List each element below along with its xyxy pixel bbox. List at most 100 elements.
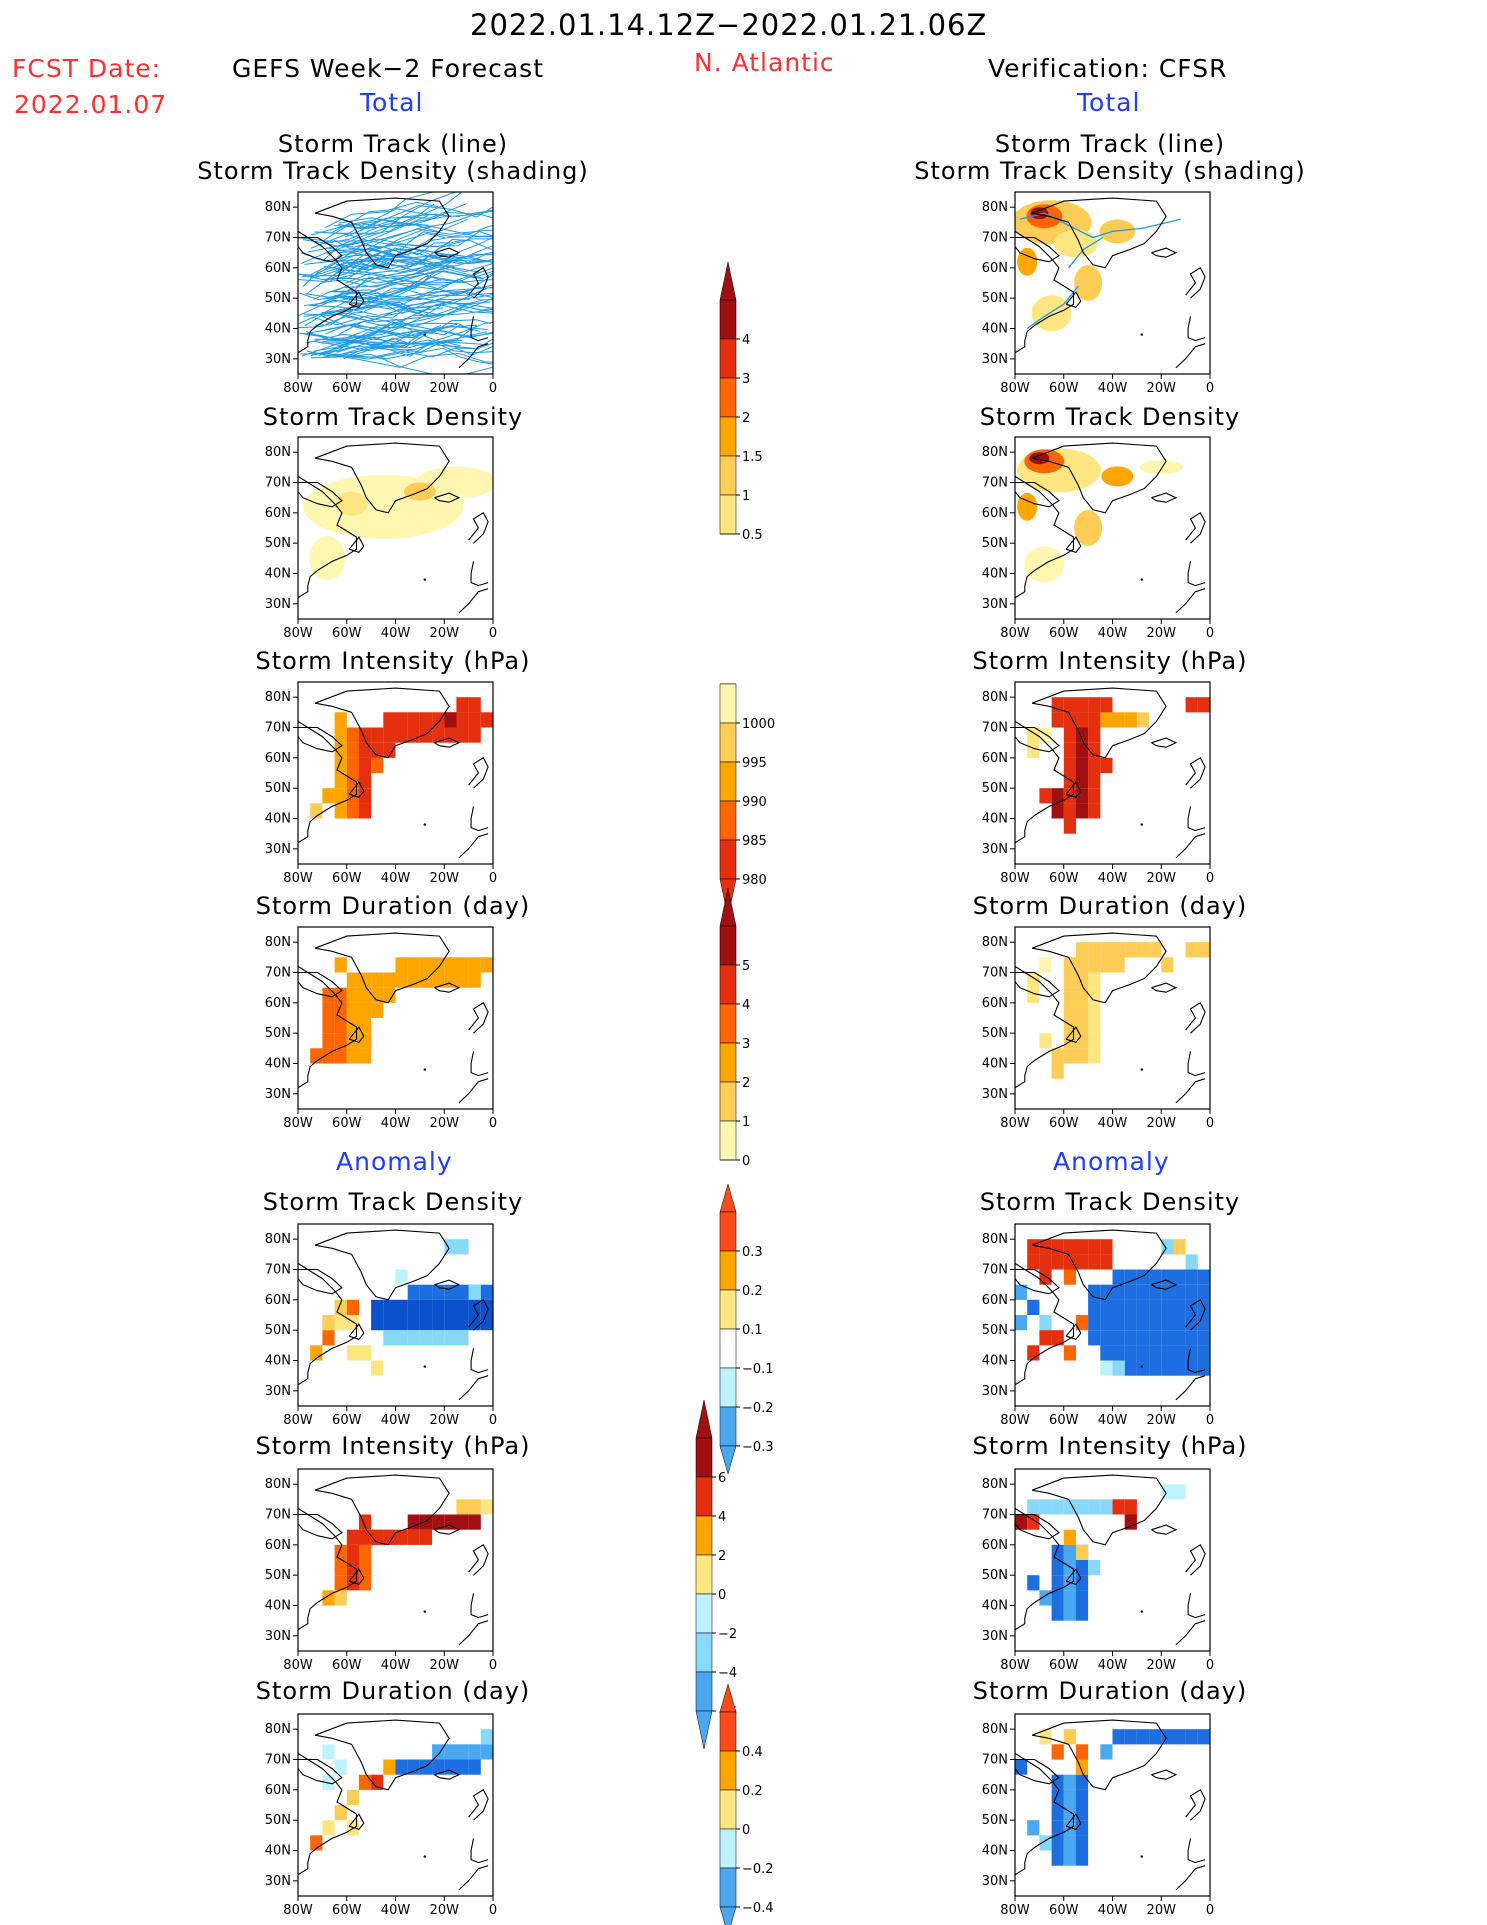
right-anom-intensity-map-content — [1015, 1474, 1206, 1646]
colorbar-band — [719, 416, 737, 457]
region-title: N. Atlantic — [694, 48, 835, 77]
lat-tick-label: 70N — [982, 1753, 1008, 1768]
lon-tick-label: 80W — [283, 626, 313, 641]
grid-cell — [1051, 803, 1064, 819]
grid-cell — [1112, 1315, 1125, 1331]
coastline-7 — [458, 1865, 489, 1891]
coastline-1 — [1015, 230, 1075, 354]
left-intensity-title: Storm Intensity (hPa) — [255, 647, 531, 675]
track-line — [332, 258, 454, 273]
grid-cell — [1136, 1330, 1150, 1346]
grid-cell — [334, 803, 347, 819]
grid-cell — [1161, 957, 1174, 973]
grid-cell — [1088, 1315, 1101, 1331]
colorbar-label: 2 — [742, 1076, 750, 1091]
grid-cell — [1149, 1315, 1162, 1331]
lat-tick-label: 60N — [982, 996, 1008, 1011]
grid-cell — [1063, 773, 1076, 789]
right-anom-density-map: 80N 70N 60N 50N 40N 30N 80W 60W 40W 20W 0 — [982, 1223, 1222, 1428]
coastline-2 — [1015, 1513, 1060, 1540]
grid-cell — [444, 1315, 457, 1331]
coastline-6 — [1187, 1593, 1206, 1619]
island-dot — [423, 578, 426, 581]
coastline-7 — [1175, 588, 1206, 614]
grid-cell — [419, 1299, 433, 1315]
colorbar-band — [719, 964, 737, 1005]
lat-tick-label: 40N — [265, 1844, 291, 1859]
track-line — [338, 209, 493, 227]
grid-cell — [1185, 1269, 1198, 1285]
grid-cell — [322, 987, 335, 1003]
grid-cell — [1197, 942, 1210, 958]
grid-cell — [407, 727, 420, 743]
grid-cell — [395, 1759, 408, 1775]
grid-cell — [456, 697, 469, 713]
right-anom-density-title: Storm Track Density — [979, 1188, 1241, 1216]
colorbar-band — [695, 1632, 713, 1673]
track-line — [321, 311, 410, 322]
coastline-1 — [1015, 1262, 1075, 1386]
lon-tick-label: 40W — [1098, 1116, 1128, 1131]
coastline-0 — [314, 932, 450, 1004]
left-track-map-content — [298, 192, 493, 374]
colorbar-band — [719, 800, 737, 841]
grid-cell — [456, 1759, 469, 1775]
coastline-3 — [348, 1026, 365, 1043]
track-line — [346, 306, 493, 339]
grid-cell — [444, 712, 457, 728]
grid-cell — [358, 788, 372, 804]
grid-cell — [395, 1299, 408, 1315]
lon-tick-label: 20W — [1147, 1116, 1177, 1131]
lat-tick-label: 60N — [982, 1783, 1008, 1798]
left-duration-map-content — [298, 932, 493, 1104]
coastline-1 — [1015, 720, 1075, 844]
grid-cell — [1088, 1018, 1101, 1034]
coastline-7 — [458, 343, 489, 369]
lon-tick-label: 20W — [430, 381, 460, 396]
track-line — [321, 339, 493, 356]
grid-cell — [456, 1499, 469, 1515]
grid-cell — [1185, 697, 1198, 713]
grid-cell — [1100, 957, 1113, 973]
right-anom-duration-map-content — [1015, 1719, 1210, 1891]
lat-tick-label: 40N — [265, 1057, 291, 1072]
grid-cell — [1210, 1300, 1222, 1315]
island-dot — [423, 1365, 426, 1368]
lon-tick-label: 20W — [1147, 381, 1177, 396]
grid-cell — [468, 1744, 481, 1760]
coastline-5 — [468, 1002, 489, 1034]
grid-cell — [1197, 1729, 1210, 1745]
right-anom-intensity-title: Storm Intensity (hPa) — [972, 1432, 1248, 1460]
grid-cell — [444, 1330, 457, 1346]
grid-cell — [1173, 1284, 1186, 1300]
grid-cell — [1075, 957, 1089, 973]
right-duration-map: 80N 70N 60N 50N 40N 30N 80W 60W 40W 20W 0 — [982, 926, 1214, 1131]
density-blob — [309, 536, 346, 581]
lat-tick-label: 60N — [265, 996, 291, 1011]
left-anom-density-title: Storm Track Density — [262, 1188, 524, 1216]
colorbar-tip-bottom — [719, 1445, 737, 1475]
track-line — [335, 203, 435, 234]
right-anom-intensity-map: 80N 70N 60N 50N 40N 30N 80W 60W 40W 20W 0 — [982, 1468, 1214, 1673]
grid-cell — [456, 1239, 469, 1255]
grid-cell — [432, 957, 445, 973]
grid-cell — [1124, 1514, 1137, 1530]
right-title: Verification: CFSR — [988, 54, 1228, 83]
grid-cell — [1173, 1729, 1186, 1745]
colorbar-label: 985 — [742, 834, 767, 849]
grid-cell — [1210, 1270, 1222, 1285]
grid-cell — [1015, 1315, 1028, 1331]
coastline-0 — [314, 442, 450, 514]
grid-cell — [346, 727, 359, 743]
intensity-total-colorbar: 1000 995 990 985 980 — [719, 683, 775, 918]
grid-cell — [358, 1002, 372, 1018]
left-intensity-map-content — [298, 687, 493, 859]
track-line — [321, 301, 443, 318]
lat-tick-label: 50N — [982, 1568, 1008, 1583]
grid-cell — [1124, 1315, 1137, 1331]
grid-cell — [334, 1048, 347, 1064]
grid-cell — [1112, 1299, 1125, 1315]
colorbar-label: 0.5 — [742, 528, 763, 543]
colorbar-band — [719, 338, 737, 379]
colorbar-label: −0.1 — [742, 1362, 774, 1377]
